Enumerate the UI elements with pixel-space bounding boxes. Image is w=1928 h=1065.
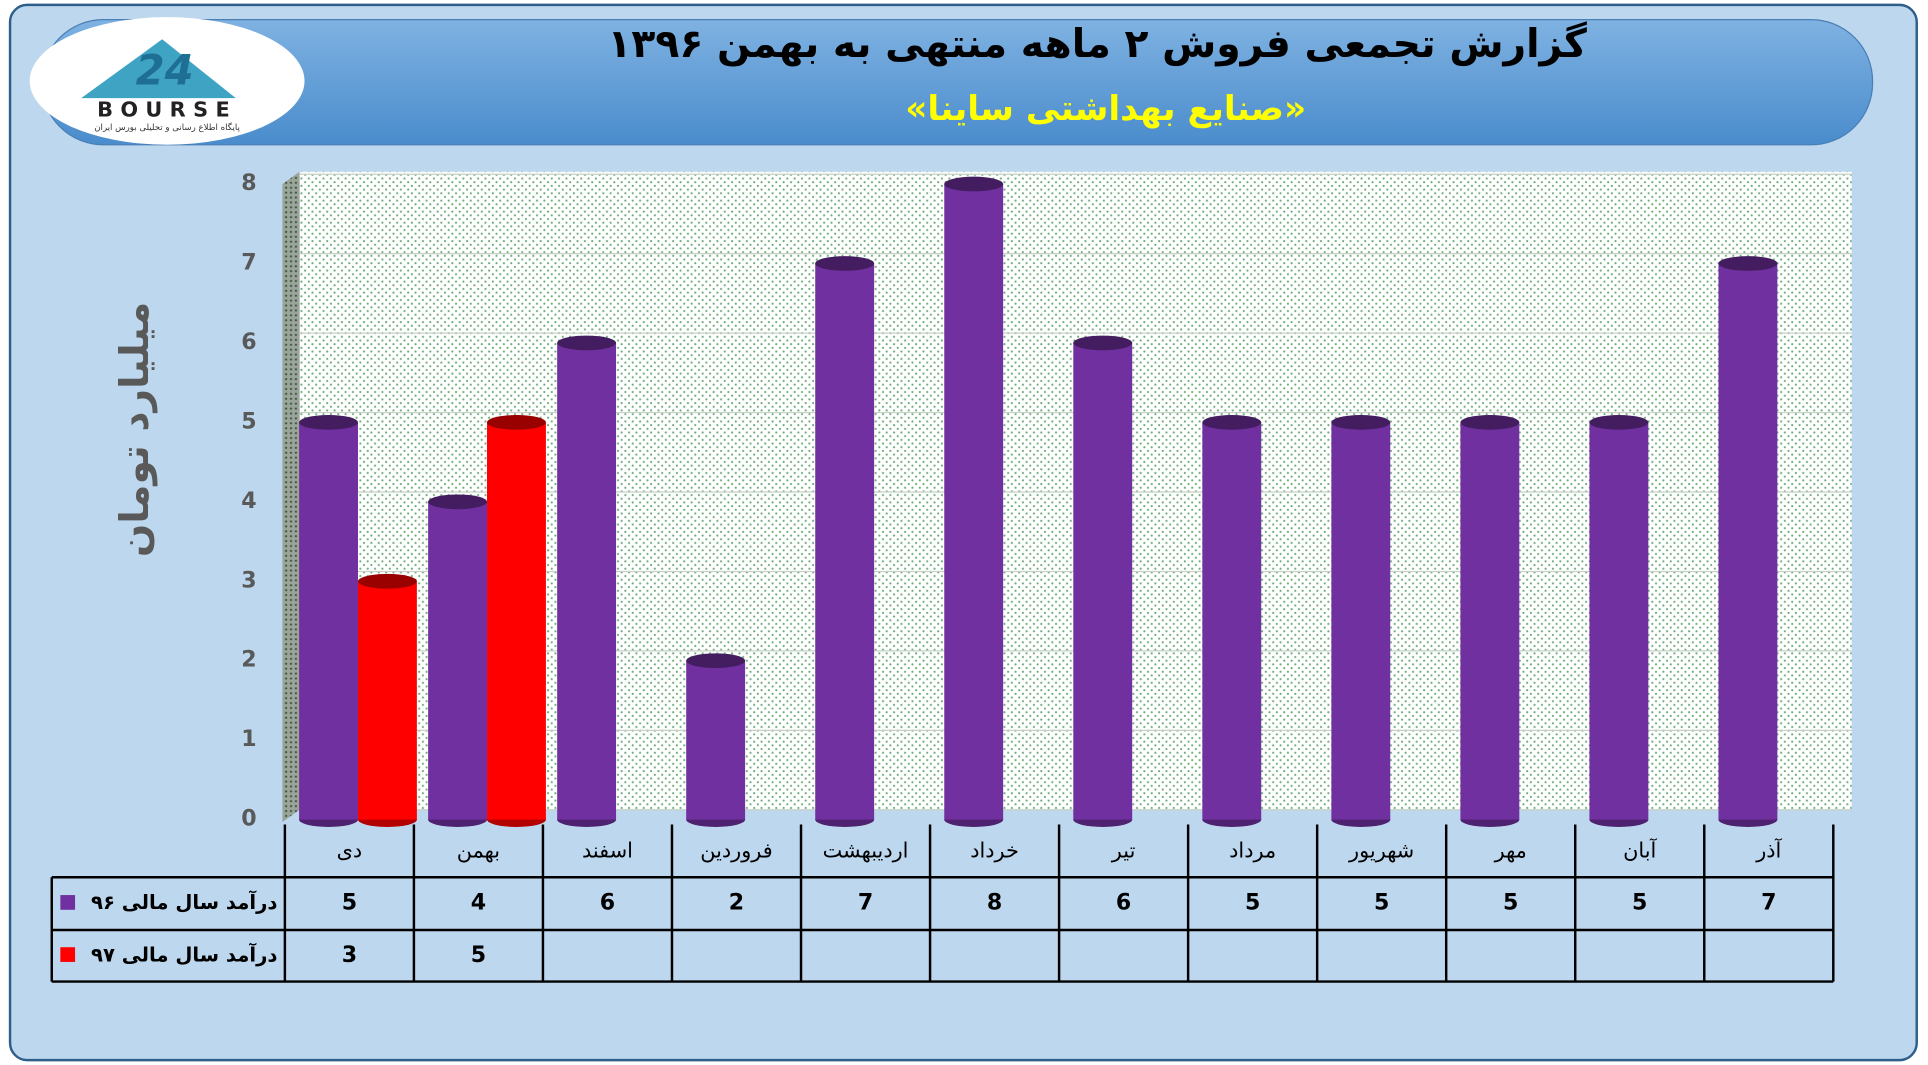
y-tick-label: 0 bbox=[241, 807, 256, 832]
y-tick-label: 7 bbox=[241, 250, 256, 275]
bar bbox=[944, 184, 1004, 820]
logo-name: BOURSE bbox=[97, 97, 237, 121]
y-tick-label: 1 bbox=[241, 727, 256, 752]
y-tick-label: 2 bbox=[241, 648, 256, 673]
table-value: 5 bbox=[1503, 891, 1518, 916]
x-tick-label: مهر bbox=[1494, 839, 1527, 863]
legend-swatch bbox=[60, 947, 76, 962]
bar bbox=[815, 263, 875, 820]
bar bbox=[557, 342, 617, 820]
chart-title: گزارش تجمعی فروش ۲ ماهه منتهی به بهمن ۱۳… bbox=[607, 21, 1586, 67]
table-value: 8 bbox=[987, 891, 1002, 916]
bar bbox=[1331, 422, 1391, 820]
logo-tagline: پایگاه اطلاع رسانی و تحلیلی بورس ایران bbox=[94, 122, 240, 133]
bar-cap bbox=[1073, 335, 1133, 351]
x-tick-label: اردیبهشت bbox=[823, 839, 909, 863]
table-value: 5 bbox=[471, 943, 486, 968]
bar-cap bbox=[944, 176, 1004, 192]
table-value: 5 bbox=[1374, 891, 1389, 916]
bar-cap bbox=[357, 573, 417, 589]
y-axis-label: میلیارد تومان bbox=[113, 302, 158, 557]
legend-label: درآمد سال مالی ۹۶ bbox=[91, 890, 277, 914]
x-tick-label: تیر bbox=[1111, 839, 1136, 863]
x-tick-label: آبان bbox=[1623, 838, 1657, 863]
bar bbox=[686, 660, 746, 820]
table-value: 2 bbox=[729, 891, 744, 916]
bar bbox=[1460, 422, 1520, 820]
bar-cap bbox=[686, 653, 746, 669]
bar bbox=[1073, 342, 1133, 820]
table-value: 6 bbox=[1116, 891, 1131, 916]
bar bbox=[357, 581, 417, 820]
y-tick-label: 4 bbox=[241, 489, 256, 514]
logo-mark: 24 bbox=[136, 46, 194, 95]
bar bbox=[1202, 422, 1262, 820]
y-tick-label: 3 bbox=[241, 568, 256, 593]
bar bbox=[299, 422, 358, 820]
bar bbox=[428, 501, 488, 820]
table-value: 5 bbox=[342, 891, 357, 916]
table-value: 5 bbox=[1245, 891, 1260, 916]
y-tick-label: 8 bbox=[241, 171, 256, 196]
x-tick-label: خرداد bbox=[970, 839, 1019, 863]
y-tick-label: 5 bbox=[241, 409, 256, 434]
x-tick-label: بهمن bbox=[457, 839, 500, 863]
bar bbox=[1718, 263, 1778, 820]
table-value: 7 bbox=[1761, 891, 1776, 916]
x-tick-label: اسفند bbox=[582, 839, 633, 863]
legend-label: درآمد سال مالی ۹۷ bbox=[91, 942, 277, 966]
legend-swatch bbox=[60, 895, 76, 910]
bar-cap bbox=[1718, 256, 1778, 271]
bar bbox=[487, 422, 546, 820]
x-tick-label: فروردین bbox=[700, 839, 773, 863]
bar-cap bbox=[815, 256, 875, 271]
table-value: 7 bbox=[858, 891, 873, 916]
bar-cap bbox=[557, 335, 617, 351]
y-tick-label: 6 bbox=[241, 330, 256, 355]
x-tick-label: آذر bbox=[1755, 838, 1782, 863]
table-value: 3 bbox=[342, 943, 357, 968]
x-tick-label: شهریور bbox=[1348, 839, 1414, 863]
x-tick-label: دی bbox=[337, 839, 363, 863]
bar-cap bbox=[487, 415, 546, 430]
x-tick-label: مرداد bbox=[1229, 839, 1276, 863]
bar-cap bbox=[1589, 415, 1649, 430]
side-wall bbox=[282, 171, 300, 823]
bar-cap bbox=[1331, 415, 1391, 430]
bar-cap bbox=[1460, 415, 1520, 430]
chart-subtitle: «صنایع بهداشتی ساینا» bbox=[905, 89, 1306, 129]
table-value: 4 bbox=[471, 891, 486, 916]
bar-cap bbox=[299, 415, 358, 430]
bar-cap bbox=[1202, 415, 1262, 430]
bar-cap bbox=[428, 494, 488, 510]
bar bbox=[1589, 422, 1649, 820]
logo-icon bbox=[81, 39, 236, 99]
table-value: 5 bbox=[1632, 891, 1647, 916]
table-value: 6 bbox=[600, 891, 615, 916]
